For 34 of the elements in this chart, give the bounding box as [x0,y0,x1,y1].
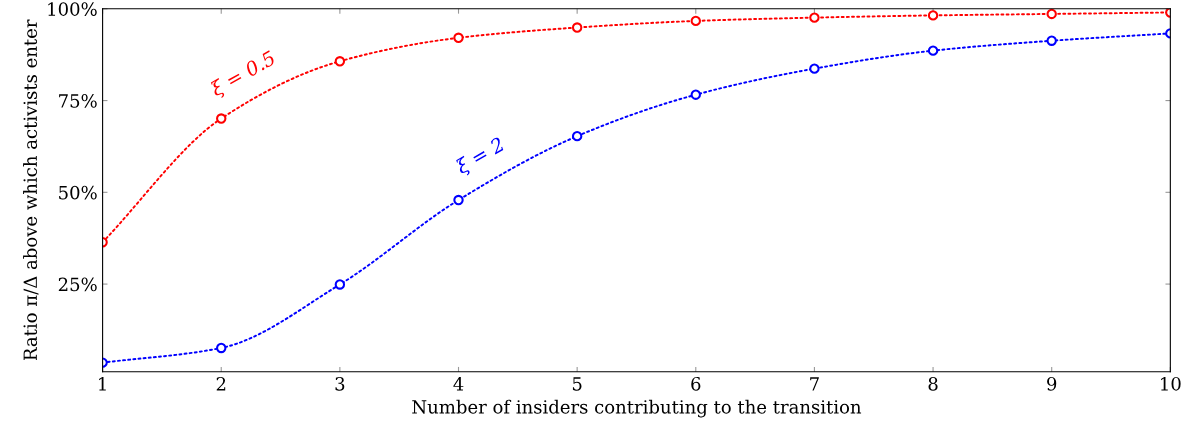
point [453,194,464,206]
point [809,12,820,23]
y-tick-label: 50% [59,185,97,200]
point [571,130,583,142]
point [927,45,939,56]
point [690,15,701,27]
point [216,113,227,124]
text: ξ = 2 [454,136,507,178]
x-tick-label: 2 [216,376,226,391]
x-tick-label: 9 [1047,376,1057,391]
x-tick-label: 7 [810,377,819,391]
x-tick-label: 10 [1161,376,1181,391]
y-tick-label: 100% [48,2,97,16]
point [453,32,464,43]
point [927,10,939,21]
point [571,22,583,33]
x-tick-label: 4 [453,376,464,391]
y-axis-title: Ratio π/Δ above which activists enter [23,19,39,361]
point [690,89,701,100]
x-tick-label: 5 [572,377,582,391]
x-tick-label: 3 [335,376,345,391]
y-tick-label: 25% [58,277,97,292]
point [1046,8,1057,20]
x-axis-title: Number of insiders contributing to the transition [412,399,862,418]
text: ξ = 0.5 [209,49,279,100]
point [334,56,346,67]
point [809,63,820,74]
x-tick-label: 6 [691,376,701,391]
point [1046,35,1057,46]
x-tick-label: 8 [928,376,938,391]
point [216,342,227,354]
point [334,279,346,290]
y-tick-label: 75% [59,94,97,108]
x-tick-label: 1 [99,376,106,391]
